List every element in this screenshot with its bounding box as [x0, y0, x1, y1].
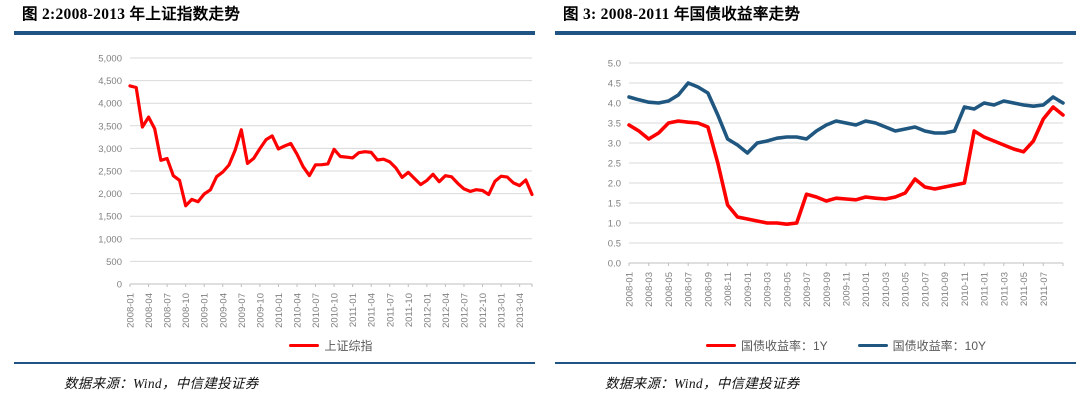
x-axis-tick-label: 2011-07 [1039, 272, 1050, 306]
x-axis-tick-label: 2013-01 [497, 293, 508, 328]
x-axis-tick-label: 2010-01 [861, 272, 872, 307]
legend-label: 国债收益率：1Y [740, 338, 828, 353]
figure3-legend: 国债收益率：1Y 国债收益率：10Y [629, 337, 1063, 353]
国债收益率：1Y-line-series [627, 105, 1065, 227]
y-axis-tick-label: 0 [117, 280, 122, 291]
y-axis-tick-label: 0.5 [608, 239, 621, 250]
y-axis-tick-label: 2,500 [98, 167, 122, 178]
x-axis-tick-label: 2011-01 [980, 272, 991, 306]
y-axis-tick-label: 3,000 [98, 144, 122, 155]
x-axis-tick-label: 2010-07 [311, 293, 322, 328]
figure3-panel: 图 3: 2008-2011 年国债收益率走势 0.0 0.5 1.0 1.5 2.0 2… [555, 4, 1076, 392]
x-axis-tick-label: 2012-01 [422, 293, 433, 328]
x-axis-tick-label: 2010-03 [881, 272, 892, 307]
x-axis-tick-label: 2010-01 [274, 293, 285, 328]
x-axis-tick-label: 2008-05 [664, 272, 675, 307]
x-axis-tick-label: 2008-01 [625, 272, 636, 307]
x-axis-tick-label: 2011-05 [1019, 272, 1030, 306]
legend-item: 上证综指 [289, 337, 373, 354]
legend-label: 国债收益率：10Y [892, 338, 987, 353]
x-axis-tick-label: 2012-07 [459, 293, 470, 328]
y-axis-tick-label: 3,500 [98, 122, 122, 133]
y-axis-tick-label: 4.5 [608, 79, 621, 90]
x-axis-tick-label: 2009-07 [802, 272, 813, 307]
x-axis-tick-label: 2009-03 [763, 272, 774, 307]
figure2-title-rule [14, 31, 535, 36]
sse-index-chart: 0 500 1,000 1,500 2,000 2,500 3,000 3,500 4,000 4… [14, 37, 535, 337]
x-axis-tick-label: 2009-10 [255, 293, 266, 328]
x-axis-tick-label: 2008-09 [703, 272, 714, 307]
figure2-panel: 图 2:2008-2013 年上证指数走势 0 500 1,000 1,500 2,00… [14, 4, 535, 392]
x-axis-tick-label: 2009-09 [822, 272, 833, 307]
legend-label: 上证综指 [324, 338, 373, 353]
bond-yield-plot: 0.0 0.5 1.0 1.5 2.0 2.5 3.0 3.5 4.0 4.5 5.0 2008-01… [608, 59, 1065, 307]
x-axis-tick-label: 2009-05 [782, 272, 793, 307]
x-axis-tick-label: 2010-11 [960, 272, 971, 306]
y-axis-tick-label: 4.0 [608, 99, 621, 110]
legend-line-swatch [705, 343, 736, 348]
x-axis-tick-label: 2009-11 [842, 272, 853, 306]
y-axis-tick-label: 4,500 [98, 77, 122, 88]
y-axis-tick-label: 5,000 [98, 54, 122, 65]
y-axis-tick-label: 2.5 [608, 159, 621, 170]
y-axis-tick-label: 5.0 [608, 59, 621, 70]
y-axis-tick-label: 1.5 [608, 199, 621, 210]
figure2-source-rule [14, 362, 535, 365]
x-axis-tick-label: 2011-01 [348, 293, 359, 327]
x-axis-tick-label: 2011-03 [999, 272, 1010, 306]
y-axis-tick-label: 1,500 [98, 212, 122, 223]
figure3-title-rule [555, 31, 1076, 36]
legend-line-swatch [289, 343, 320, 348]
legend-item: 国债收益率：10Y [857, 337, 987, 354]
y-axis-tick-label: 2,000 [98, 190, 122, 201]
上证综指-line-series [128, 84, 534, 208]
x-axis-tick-label: 2008-07 [163, 293, 174, 328]
x-axis-tick-label: 2011-04 [367, 293, 378, 327]
x-axis-tick-label: 2008-03 [644, 272, 655, 307]
figure2-legend: 上证综指 [130, 337, 532, 353]
figure2-title: 图 2:2008-2013 年上证指数走势 [22, 6, 241, 23]
x-axis-tick-label: 2010-04 [292, 293, 303, 328]
国债收益率：10Y-line-series [627, 81, 1065, 156]
x-axis-tick-label: 2009-04 [218, 293, 229, 328]
y-axis-tick-label: 0.0 [608, 259, 621, 270]
x-axis-tick-label: 2010-09 [940, 272, 951, 307]
figure3-source-rule [555, 362, 1076, 365]
legend-line-swatch [857, 343, 888, 348]
x-axis-tick-label: 2008-01 [126, 293, 137, 328]
x-axis-tick-label: 2010-07 [920, 272, 931, 307]
figure3-title: 图 3: 2008-2011 年国债收益率走势 [563, 6, 801, 23]
y-axis-tick-label: 500 [106, 257, 122, 268]
x-axis-tick-label: 2008-07 [684, 272, 695, 307]
x-axis-tick-label: 2009-01 [200, 293, 211, 328]
x-axis-tick-label: 2013-04 [515, 293, 526, 328]
y-axis-tick-label: 4,000 [98, 99, 122, 110]
x-axis-tick-label: 2008-10 [181, 293, 192, 328]
x-axis-tick-label: 2009-01 [743, 272, 754, 307]
y-axis-tick-label: 1.0 [608, 219, 621, 230]
figure3-source: 数据来源：Wind，中信建投证券 [605, 376, 800, 392]
x-axis-tick-label: 2011-10 [404, 293, 415, 327]
x-axis-tick-label: 2012-10 [478, 293, 489, 328]
x-axis-tick-label: 2008-04 [144, 293, 155, 328]
x-axis-tick-label: 2009-07 [237, 293, 248, 328]
x-axis-tick-label: 2010-10 [330, 293, 341, 328]
y-axis-tick-label: 2.0 [608, 179, 621, 190]
bond-yield-chart: 0.0 0.5 1.0 1.5 2.0 2.5 3.0 3.5 4.0 4.5 5.0 2008-01… [555, 37, 1076, 337]
legend-item: 国债收益率：1Y [705, 337, 828, 354]
sse-index-plot: 0 500 1,000 1,500 2,000 2,500 3,000 3,500 4,000 4… [98, 54, 534, 328]
x-axis-tick-label: 2012-04 [441, 293, 452, 328]
y-axis-tick-label: 1,000 [98, 235, 122, 246]
figure2-source: 数据来源：Wind，中信建投证券 [64, 376, 259, 392]
x-axis-tick-label: 2011-07 [385, 293, 396, 327]
y-axis-tick-label: 3.0 [608, 139, 621, 150]
y-axis-tick-label: 3.5 [608, 119, 621, 130]
x-axis-tick-label: 2010-05 [901, 272, 912, 307]
x-axis-tick-label: 2008-11 [723, 272, 734, 306]
